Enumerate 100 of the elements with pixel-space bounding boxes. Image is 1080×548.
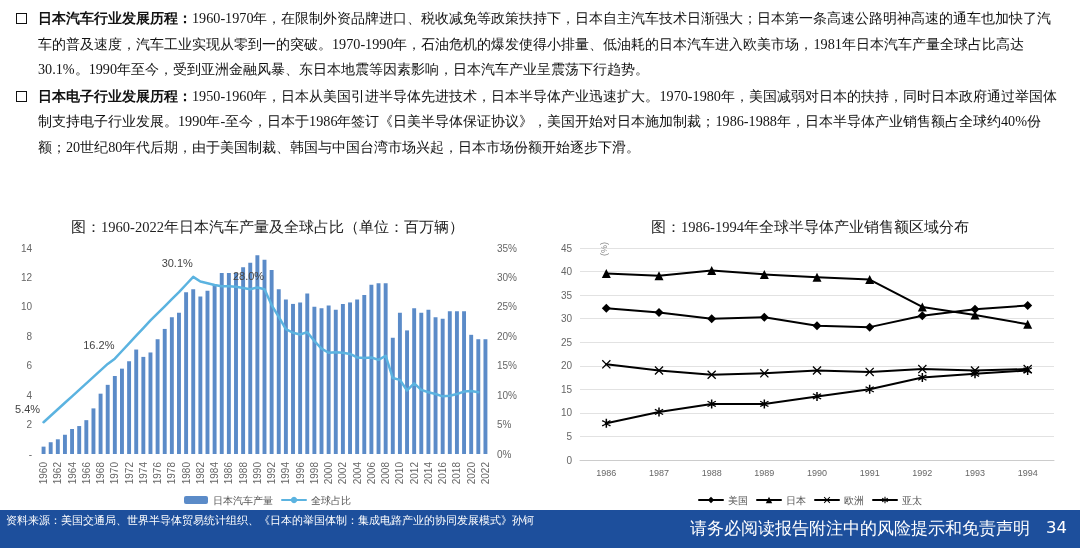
x-tick-label: 1984 bbox=[209, 461, 221, 485]
x-tick-label: 2006 bbox=[365, 461, 377, 485]
x-tick-label: 1966 bbox=[80, 461, 92, 485]
x-tick-label: 1992 bbox=[912, 467, 933, 478]
point bbox=[865, 384, 875, 394]
point bbox=[865, 322, 875, 332]
x-tick-label: 1987 bbox=[648, 467, 670, 478]
bar bbox=[454, 311, 459, 454]
x-tick-label: 1994 bbox=[280, 461, 292, 485]
y2-tick-label: 30% bbox=[497, 271, 518, 283]
bar bbox=[362, 295, 367, 454]
bar bbox=[219, 273, 224, 454]
y-tick-label: 25 bbox=[560, 336, 573, 348]
data-label: 16.2% bbox=[83, 339, 115, 352]
point bbox=[601, 268, 611, 278]
bar bbox=[348, 302, 352, 454]
bar bbox=[340, 303, 345, 454]
bar bbox=[77, 426, 82, 454]
bar bbox=[134, 349, 139, 454]
chart-title: 图：1986-1994年全球半导体产业销售额区域分布 bbox=[651, 218, 969, 235]
point bbox=[917, 373, 927, 383]
x-tick-label: 1986 bbox=[596, 467, 617, 478]
x-tick-label: 1993 bbox=[964, 467, 986, 478]
y-tick-label: 12 bbox=[20, 271, 33, 283]
y2-tick-label: 10% bbox=[497, 389, 518, 401]
x-tick-label: 2020 bbox=[465, 461, 477, 485]
bar bbox=[305, 293, 310, 454]
x-tick-label: 2000 bbox=[323, 461, 335, 485]
x-tick-label: 1960 bbox=[38, 461, 50, 485]
x-tick-label: 2012 bbox=[408, 461, 420, 485]
x-tick-label: 1962 bbox=[52, 461, 64, 485]
bar bbox=[226, 273, 231, 454]
x-tick-label: 1996 bbox=[294, 461, 306, 485]
x-tick-label: 2016 bbox=[437, 461, 449, 485]
point bbox=[917, 364, 927, 374]
y2-tick-label: 35% bbox=[497, 242, 518, 254]
x-tick-label: 1992 bbox=[266, 461, 278, 485]
y2-tick-label: 0% bbox=[497, 448, 512, 460]
x-tick-label: 2018 bbox=[451, 461, 463, 485]
x-tick-label: 2008 bbox=[380, 461, 392, 485]
bar bbox=[426, 309, 431, 454]
y-tick-label: - bbox=[28, 448, 32, 460]
bar bbox=[48, 442, 53, 454]
y-tick-label: 14 bbox=[20, 242, 33, 254]
point bbox=[865, 275, 875, 285]
y-tick-label: 45 bbox=[560, 242, 573, 254]
bar bbox=[419, 312, 424, 454]
x-tick-label: 1990 bbox=[806, 467, 828, 478]
bar bbox=[198, 296, 203, 454]
point bbox=[812, 365, 822, 375]
x-tick-label: 1990 bbox=[251, 461, 263, 485]
text: 请务必阅读报告附注中的风险提示和免责声明 bbox=[690, 518, 1030, 540]
point bbox=[654, 365, 664, 375]
data-label: 5.4% bbox=[15, 402, 41, 415]
point bbox=[812, 272, 822, 282]
bar bbox=[70, 428, 75, 454]
bar bbox=[120, 368, 124, 454]
point bbox=[707, 266, 717, 276]
point bbox=[970, 369, 980, 379]
x-tick-label: 1991 bbox=[859, 467, 880, 478]
x-tick-label: 1980 bbox=[180, 461, 192, 485]
y-tick-label: 4 bbox=[26, 389, 33, 401]
bar bbox=[390, 337, 395, 454]
text: 资料来源：美国交通局、世界半导体贸易统计组织、《日本的举国体制：集成电路产业的协同发展模式》孙钶 bbox=[6, 513, 535, 528]
legend-label: 日本 bbox=[786, 494, 806, 506]
bar bbox=[162, 328, 167, 454]
legend-label: 欧洲 bbox=[844, 494, 864, 506]
bar bbox=[369, 284, 374, 454]
x-tick-label: 1988 bbox=[237, 461, 249, 485]
y-tick-label: 30 bbox=[560, 313, 573, 325]
bar bbox=[312, 306, 317, 454]
bar bbox=[191, 289, 196, 454]
bar bbox=[333, 309, 338, 454]
x-tick-label: 2014 bbox=[422, 461, 434, 485]
bar bbox=[405, 330, 409, 454]
bar bbox=[112, 376, 117, 454]
bar bbox=[440, 318, 445, 454]
legend-label: 美国 bbox=[728, 494, 748, 506]
y2-tick-label: 25% bbox=[497, 301, 518, 313]
bar bbox=[155, 339, 160, 454]
point bbox=[1023, 319, 1033, 329]
y2-tick-label: 20% bbox=[497, 330, 518, 342]
bar bbox=[476, 339, 481, 454]
bar bbox=[141, 356, 146, 454]
legend-label: 日本汽车产量 bbox=[213, 494, 273, 506]
bar bbox=[269, 270, 274, 454]
x-tick-label: 1968 bbox=[95, 461, 107, 485]
y2-tick-label: 5% bbox=[497, 419, 512, 431]
bar bbox=[326, 305, 331, 454]
x-tick-label: 1974 bbox=[137, 461, 149, 485]
bar bbox=[447, 311, 452, 454]
y-tick-label: 5 bbox=[566, 430, 573, 442]
point bbox=[707, 314, 717, 324]
x-tick-label: 2010 bbox=[394, 461, 406, 485]
bar bbox=[412, 308, 417, 454]
y2-tick-label: 15% bbox=[497, 360, 518, 372]
y-tick-label: 10 bbox=[560, 407, 573, 419]
x-tick-label: 1988 bbox=[701, 467, 722, 478]
text: 日本电子行业发展历程：1950-1960年，日本从美国引进半导体先进技术，日本半导体产业迅速扩大。1970-1980年，美国减弱对日本的扶持，同时日本政府通过举国体制支持电子行业发展。1990年-至今，日本于1986年签订《日美半导体保证协议》，美国开始对日本施加制裁；1986-1988年，日本半导体产业销售额占全球约40%份额；20世纪80年代后期，由于美国制裁、韩国与中国台湾市场兴起，日本市场份额开始逐步下滑。 bbox=[37, 86, 1058, 157]
x-tick-label: 2002 bbox=[337, 461, 349, 485]
